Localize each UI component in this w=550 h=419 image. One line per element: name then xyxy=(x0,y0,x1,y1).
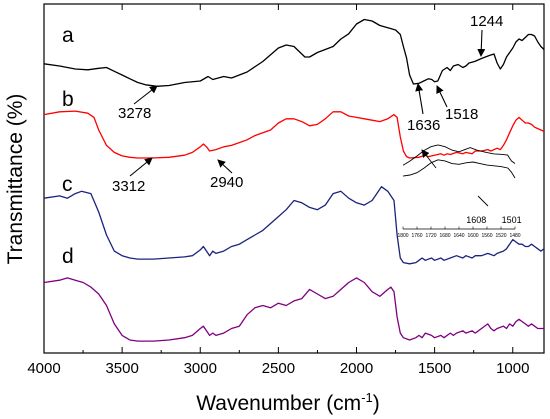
series-labels: a b c d xyxy=(62,24,74,268)
x-axis-label-sup: -1 xyxy=(361,390,373,405)
inset-tick-label: 1760 xyxy=(411,233,422,239)
x-tick-label: 2000 xyxy=(340,360,373,377)
x-axis-label-main: Wavenumber (cm xyxy=(196,392,361,415)
x-tick-label: 1000 xyxy=(496,360,529,377)
inset-annotation-1608: 1608 xyxy=(466,215,486,225)
series-line-d xyxy=(43,277,544,342)
x-tick-label: 2500 xyxy=(262,360,295,377)
annotation-arrow-2940 xyxy=(217,159,233,174)
series-label-d: d xyxy=(62,245,74,268)
annotation-arrow-1244 xyxy=(477,29,486,57)
inset-annotation-1501: 1501 xyxy=(502,215,522,225)
x-axis-label: Wavenumber (cm-1) xyxy=(196,390,380,415)
series-label-b: b xyxy=(62,88,74,111)
inset-arrow xyxy=(421,149,437,169)
annotation-arrow-1518 xyxy=(436,85,448,108)
series-line-a xyxy=(43,18,545,87)
annotation-arrow-3278 xyxy=(133,85,158,105)
x-tick-label: 1500 xyxy=(418,360,451,377)
x-axis-label-close: ) xyxy=(373,392,380,415)
inset-series-line xyxy=(402,159,516,179)
annotation-1518: 1518 xyxy=(445,106,478,123)
annotation-3278: 3278 xyxy=(118,105,151,122)
series-label-c: c xyxy=(62,173,73,196)
series-line-c xyxy=(43,186,545,265)
inset-tick-label: 1680 xyxy=(439,233,450,239)
series-line-b xyxy=(43,110,545,159)
plot-frame xyxy=(43,3,545,354)
series-layer xyxy=(43,18,545,342)
inset-tick-label: 1720 xyxy=(425,233,436,239)
annotation-arrow-1636 xyxy=(415,83,424,115)
inset-plot: 1800 1760 1720 1680 1640 1600 1560 1520 1480 1608… xyxy=(397,144,522,239)
series-label-a: a xyxy=(62,24,74,47)
x-tick-label: 3000 xyxy=(184,360,217,377)
inset-tick-label: 1800 xyxy=(397,233,408,239)
inset-arrow-2 xyxy=(477,195,489,207)
x-tick-label: 4000 xyxy=(27,360,60,377)
y-axis-label: Transmittance (%) xyxy=(4,94,27,265)
inset-tick-label: 1560 xyxy=(481,233,492,239)
x-tick-label: 3500 xyxy=(105,360,138,377)
annotation-arrow-3312 xyxy=(129,157,153,177)
x-ticks: 4000 3500 3000 2500 2000 1500 1000 xyxy=(27,4,529,377)
plot-border xyxy=(43,3,545,354)
annotation-2940: 2940 xyxy=(210,174,243,191)
annotation-1244: 1244 xyxy=(470,13,503,30)
inset-tick-label: 1600 xyxy=(467,233,478,239)
inset-tick-label: 1480 xyxy=(509,233,520,239)
annotation-1636: 1636 xyxy=(407,117,440,134)
inset-tick-label: 1640 xyxy=(453,233,464,239)
annotation-3312: 3312 xyxy=(112,178,145,195)
annotations-layer: 3278 1636 1518 1244 3312 2940 xyxy=(112,13,503,195)
inset-tick-label: 1520 xyxy=(495,233,506,239)
